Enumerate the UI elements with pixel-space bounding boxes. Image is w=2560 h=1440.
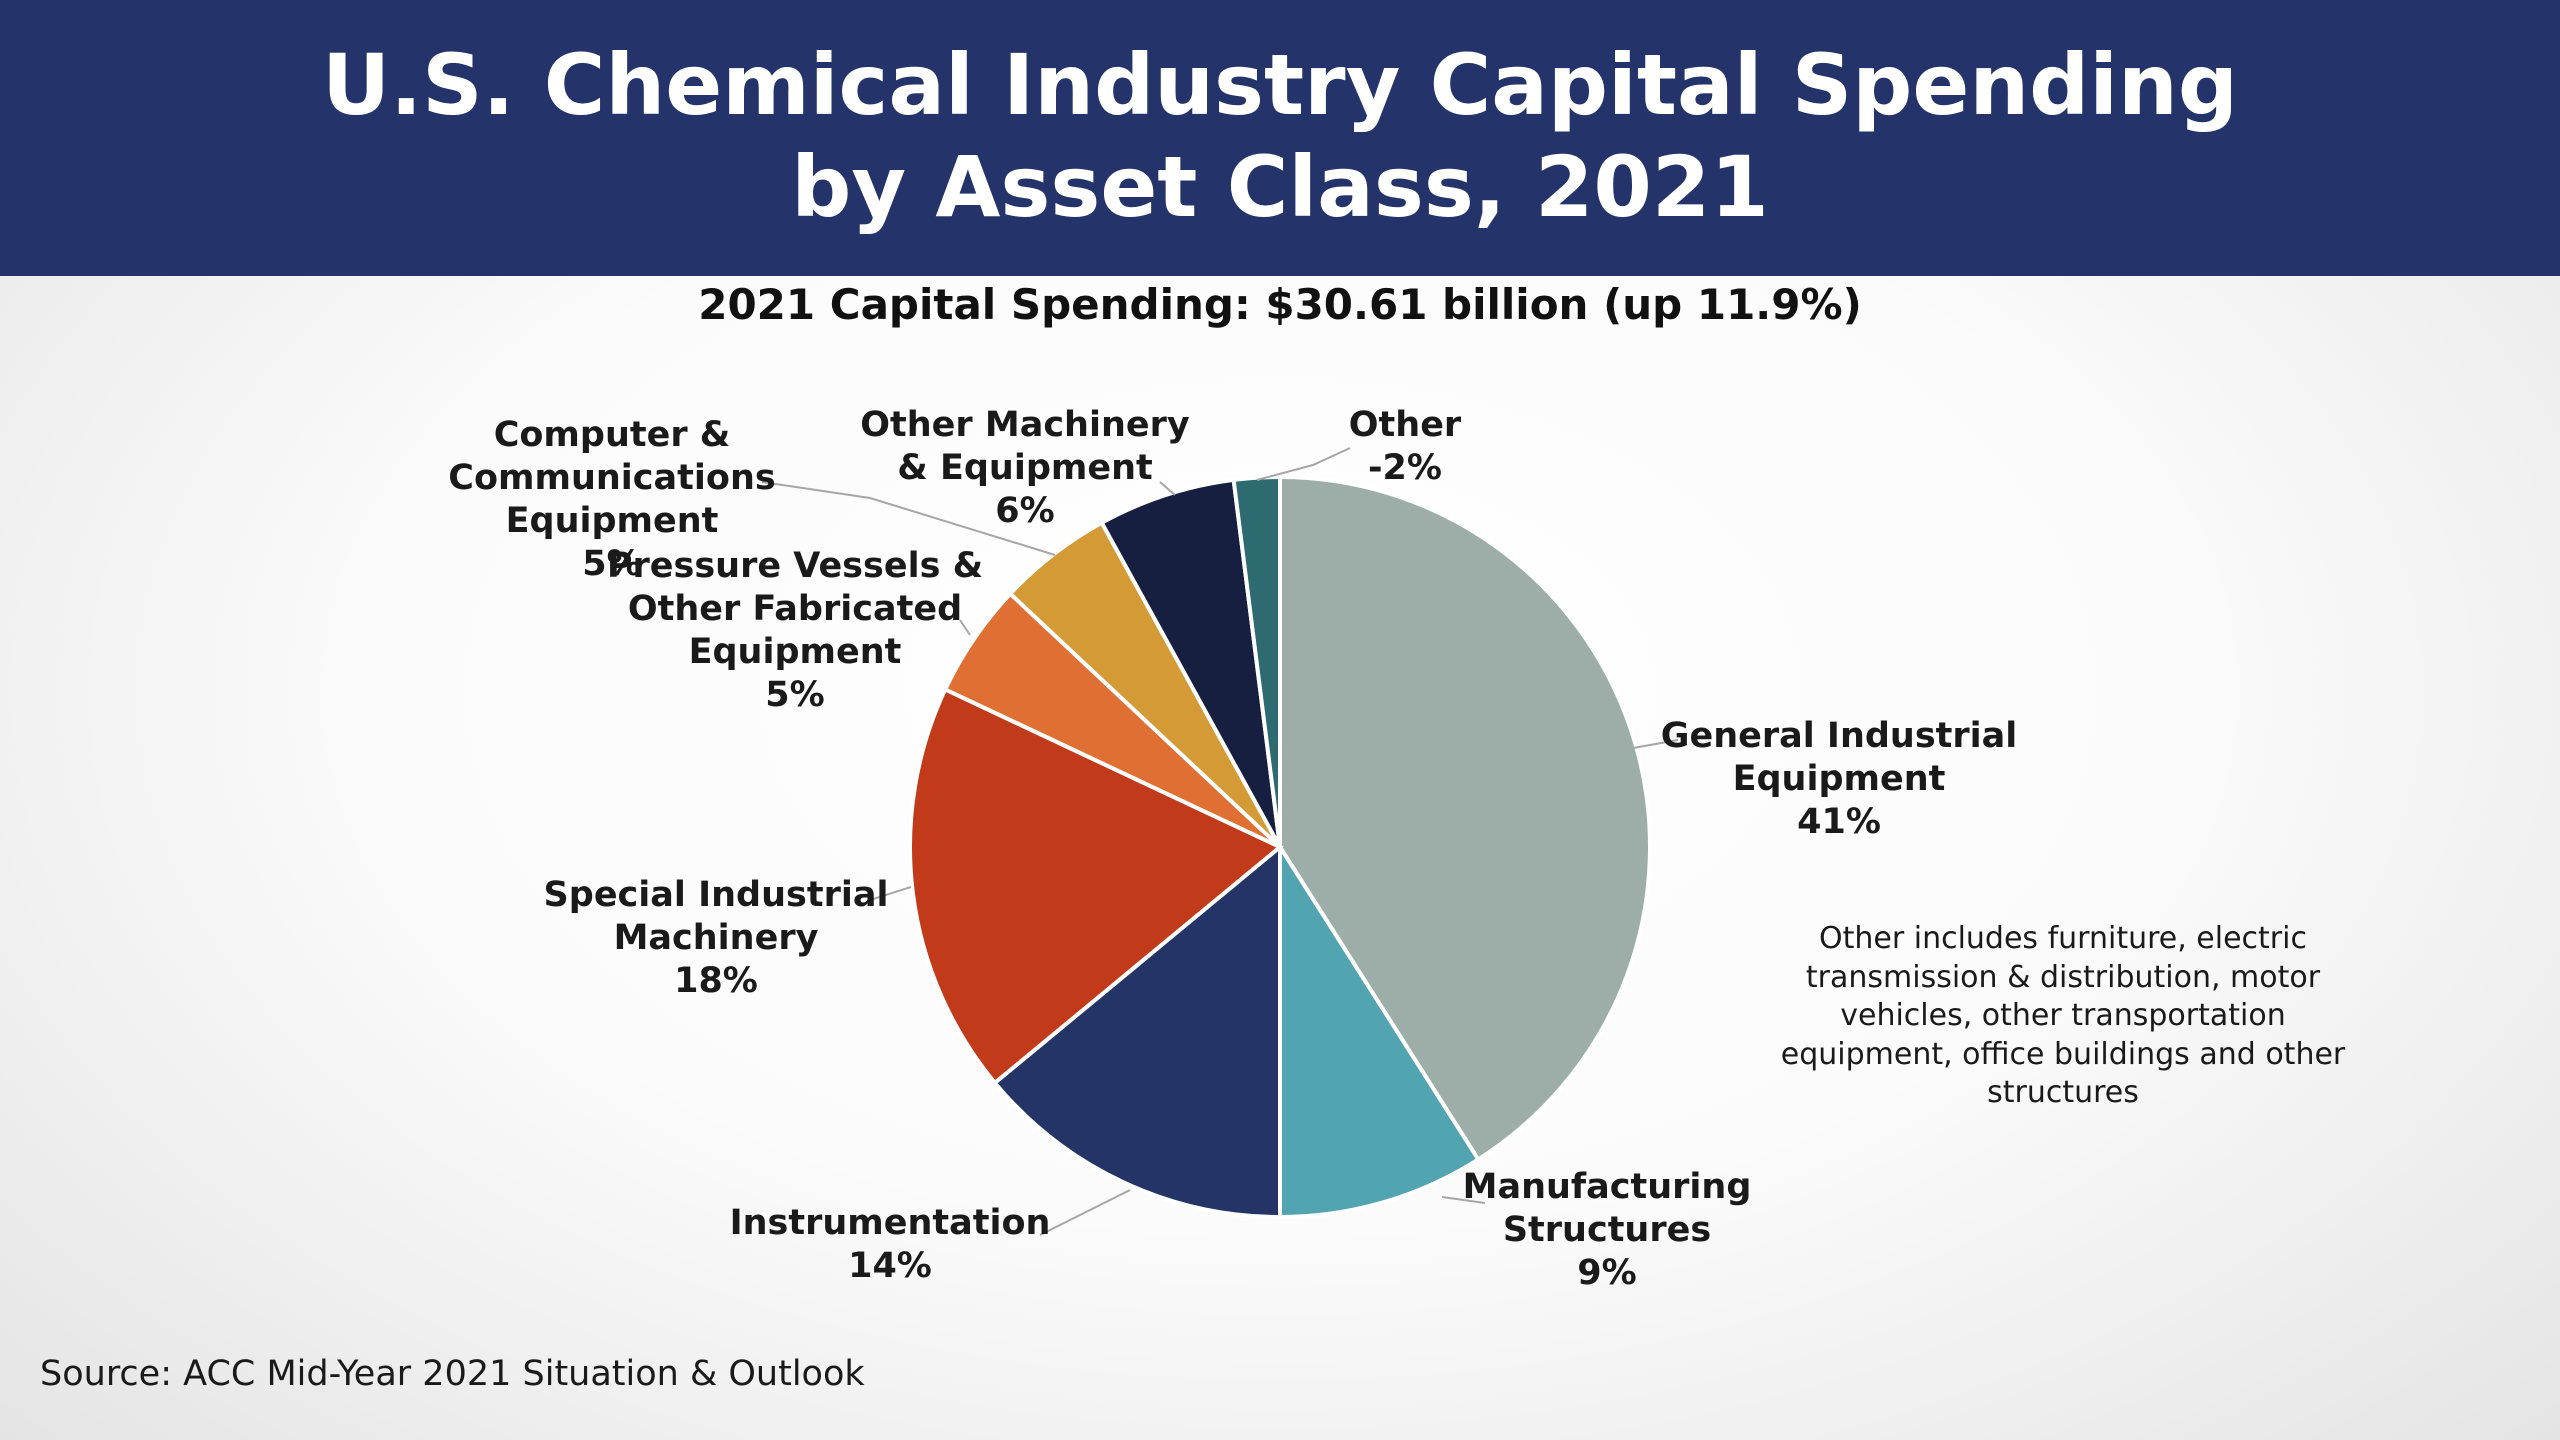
slice-label-computer-communications-equipment: Computer & Communications Equipment 5% [448,414,775,586]
pie-slice-general-industrial-equipment [1278,474,1652,1163]
leader-line-other-machinery-equipment [1159,481,1176,496]
slice-label-line: Equipment [688,632,902,672]
slice-value-label: 41% [1797,802,1881,842]
chart-subtitle: 2021 Capital Spending: $30.61 billion (u… [698,280,1862,329]
slice-value-label: 5% [765,675,825,715]
slice-label-pressure-vessels: Pressure Vessels & Other Fabricated Equipm… [607,545,983,717]
leader-line-general-industrial-equipment [1632,739,1679,749]
slice-label-line: Other Machinery [860,405,1190,445]
slice-value-label: -2% [1368,448,1442,488]
slice-label-special-industrial-machinery: Special Industrial Machinery 18% [544,874,889,1003]
title-banner: U.S. Chemical Industry Capital Spending … [0,0,2560,276]
slice-label-line: Equipment [505,501,719,541]
slice-value-label: 5% [582,544,642,584]
slice-label-line: Computer & [493,415,731,455]
slice-label-line: Manufacturing [1462,1167,1752,1207]
slice-label-line: Pressure Vessels & [606,546,984,586]
leader-line-manufacturing-structures [1441,1196,1486,1204]
slice-label-line: Other Fabricated [627,589,963,629]
slice-label-line: Machinery [613,918,819,958]
slice-label-general-industrial-equipment: General Industrial Equipment 41% [1661,715,2018,844]
slice-label-line: Special Industrial [543,875,889,915]
slice-value-label: 18% [674,961,758,1001]
chart-title: U.S. Chemical Industry Capital Spending … [130,34,2430,238]
slice-label-line: Instrumentation [729,1203,1051,1243]
pie-slice-other [1231,474,1282,848]
slice-value-label: 14% [848,1246,932,1286]
leader-line-special-industrial-machinery [869,886,912,901]
slice-label-other-machinery-equipment: Other Machinery & Equipment 6% [860,404,1189,533]
pie-slice-instrumentation [992,842,1282,1220]
pie-slice-other-machinery-equipment [1099,477,1282,848]
pie-slice-manufacturing-structures [1278,840,1482,1220]
slice-label-other: Other -2% [1349,404,1461,490]
slice-value-label: 6% [995,491,1055,531]
slice-label-manufacturing-structures: Manufacturing Structures 9% [1463,1166,1752,1295]
slice-label-line: Equipment [1732,759,1946,799]
pie-slice-special-industrial-machinery [908,686,1284,1086]
leader-line-instrumentation [1039,1189,1131,1236]
source-note: Source: ACC Mid-Year 2021 Situation & Ou… [40,1354,865,1394]
leader-line-pressure-vessels [959,619,971,636]
leader-line-computer-communications-equipment [761,481,1056,556]
slice-label-instrumentation: Instrumentation 14% [730,1202,1051,1288]
chart-title-line-1: U.S. Chemical Industry Capital Spending [322,36,2238,134]
other-category-note: Other includes furniture, electric trans… [1780,921,2346,1110]
slice-label-line: Communications [448,458,776,498]
leader-line-other [1256,447,1351,481]
slice-label-line: General Industrial [1660,716,2018,756]
slice-value-label: 9% [1577,1253,1637,1293]
slice-label-line: Other [1348,405,1462,445]
slice-label-line: Structures [1502,1210,1712,1250]
chart-title-line-2: by Asset Class, 2021 [791,138,1769,236]
slice-label-line: & Equipment [897,448,1153,488]
